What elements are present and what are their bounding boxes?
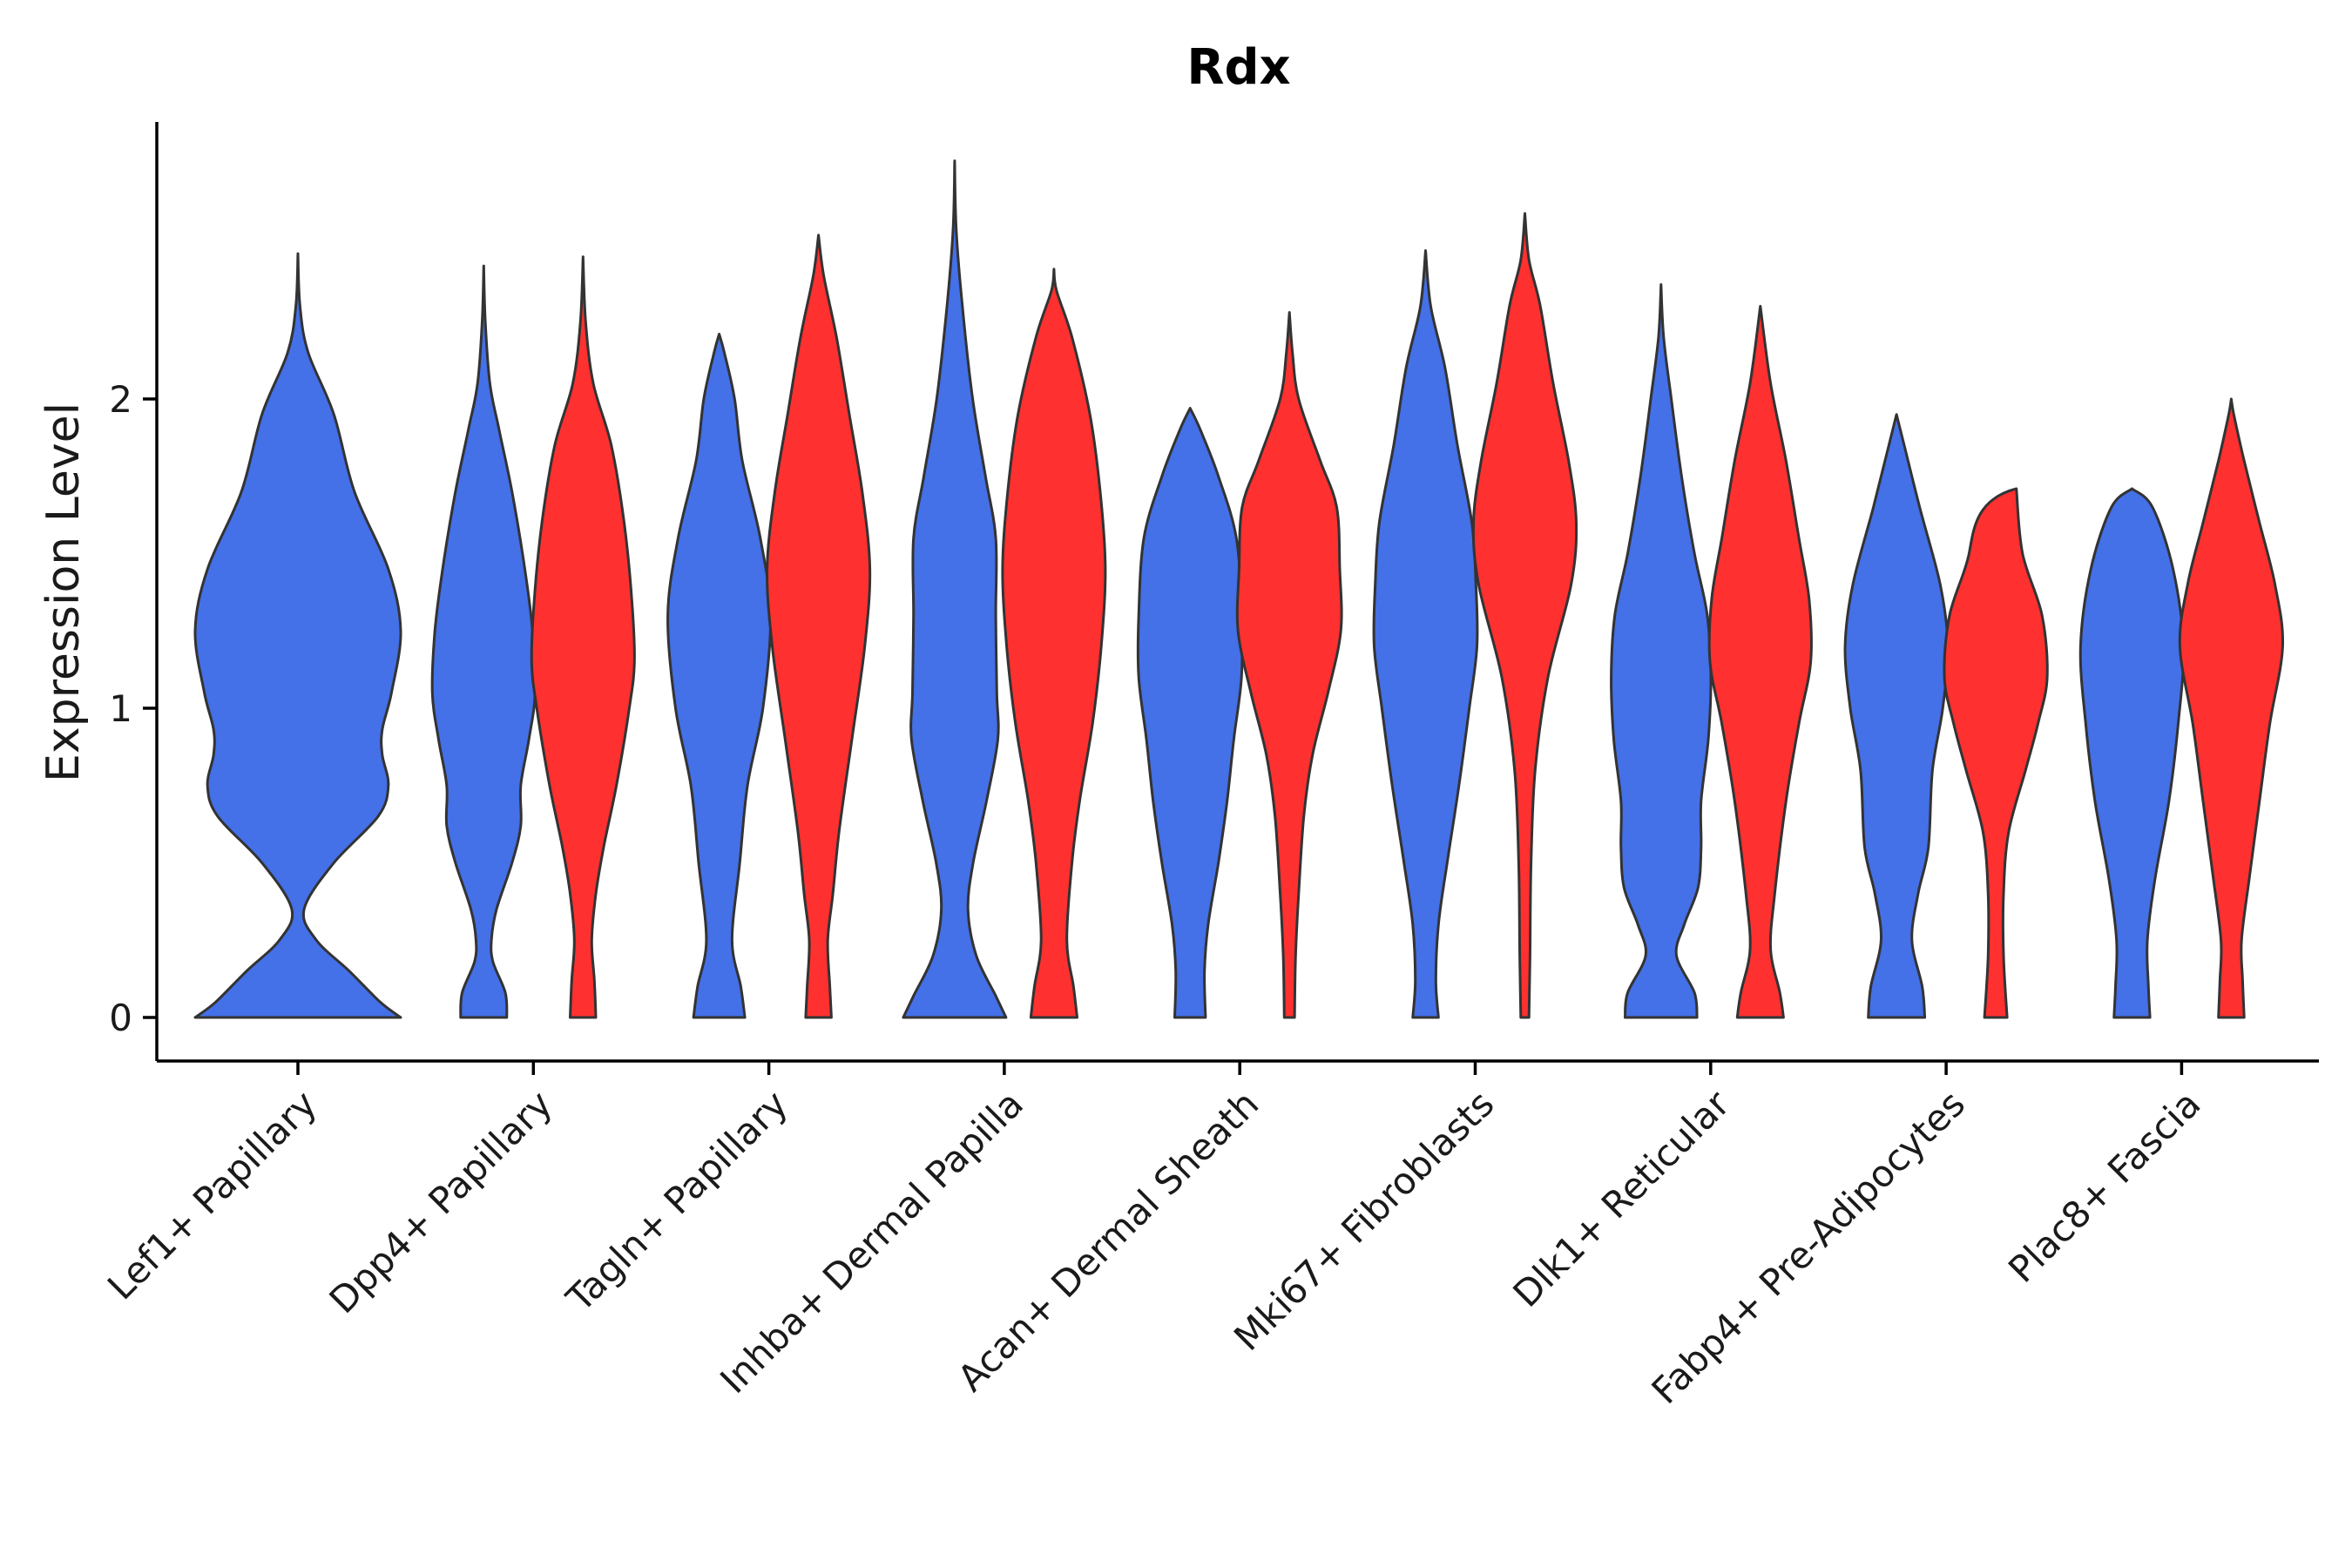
x-tick-label: Dpp4+ Papillary: [321, 1082, 561, 1321]
violin-group-2-inhba-dermal-papilla: [1001, 267, 1107, 1019]
y-tick-label: 2: [109, 378, 132, 421]
violin-group-1-lef1-papillary: [193, 252, 402, 1019]
x-tick-label: Lef1+ Papillary: [99, 1082, 325, 1308]
x-tick-label: Dlk1+ Reticular: [1504, 1082, 1738, 1315]
chart-title: Rdx: [1186, 39, 1290, 96]
violin-group-2-plac8-fascia: [2178, 397, 2285, 1019]
violin-group-1-mki67-fibroblasts: [1372, 249, 1479, 1019]
violin-group-2-dlk1-reticular: [1707, 305, 1814, 1019]
violin-group-1-plac8-fascia: [2078, 487, 2186, 1019]
x-tick-label: Tagln+ Papillary: [558, 1082, 795, 1320]
y-tick-label: 1: [109, 687, 132, 730]
violin-group-2-acan-dermal-sheath: [1235, 311, 1343, 1019]
violin-group-1-acan-dermal-sheath: [1136, 407, 1244, 1019]
violin-group-2-mki67-fibroblasts: [1471, 212, 1578, 1019]
y-axis-label: Expression Level: [37, 402, 90, 782]
y-axis-ticks: 0 1 2: [109, 378, 157, 1039]
y-tick-label: 0: [109, 997, 132, 1039]
violin-group-1-dpp4-papillary: [430, 264, 537, 1019]
violin-group-2-dpp4-papillary: [530, 255, 636, 1019]
violin-group-1-tagln-papillary: [666, 333, 773, 1019]
x-tick-label: Plac8+ Fascia: [2000, 1082, 2208, 1290]
x-tick-label: Mki67+ Fibroblasts: [1226, 1082, 1502, 1358]
violin-plot-area: [193, 159, 2285, 1019]
violin-group-2-tagln-papillary: [766, 233, 872, 1019]
violin-group-1-inhba-dermal-papilla: [902, 159, 1008, 1019]
violin-group-1-dlk1-reticular: [1610, 283, 1713, 1019]
violin-group-1-fabp4-pre-adipocytes: [1843, 413, 1950, 1019]
violin-group-2-fabp4-pre-adipocytes: [1943, 487, 2049, 1019]
